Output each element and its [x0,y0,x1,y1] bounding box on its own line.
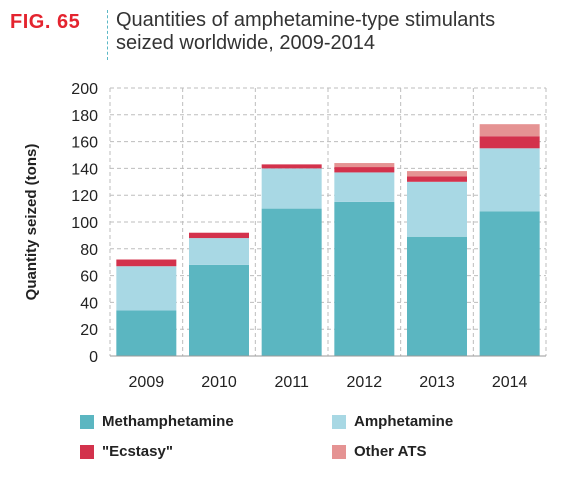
figure-title: Quantities of amphetamine-type stimulant… [116,9,496,54]
bar-segment [261,164,322,169]
y-tick-label: 160 [71,135,98,152]
y-tick-label: 80 [80,242,98,259]
bar-segment [261,208,322,356]
bar-segment [334,163,395,168]
y-tick-label: 200 [71,81,98,98]
y-tick-label: 140 [71,161,98,178]
bar-segment [407,176,467,182]
legend-item-other-ats: Other ATS [332,443,427,460]
legend-label: Methamphetamine [102,413,234,430]
x-tick-label: 2013 [419,374,455,391]
bar-segment [116,266,177,311]
bar-segment [334,201,395,356]
legend-item-ecstasy: "Ecstasy" [80,443,173,460]
bar-segment [334,167,395,173]
y-axis-label: Quantity seized (tons) [23,144,40,301]
legend-swatch [80,444,94,459]
bars [116,124,540,356]
axes: 0 20 40 60 80 100 120 140 160 180 200 2009 2010 2011 2… [71,81,546,391]
bar-segment [189,238,249,265]
figure-header: FIG. 65 Quantities of amphetamine-type s… [10,6,555,66]
bar-segment [479,211,540,356]
bar-segment [189,232,249,239]
bar-segment [116,310,177,356]
legend-item-amphetamine: Amphetamine [332,413,453,430]
grid [109,87,547,356]
bar-segment [261,168,322,209]
stacked-bar-chart: 0 20 40 60 80 100 120 140 160 180 200 2009 2010 2011 2… [23,81,547,391]
x-tick-label: 2011 [274,374,309,391]
bar-segment [479,148,540,212]
y-tick-label: 180 [71,108,98,125]
bar-segment [334,172,395,202]
legend-swatch [332,414,346,429]
x-tick-label: 2009 [129,374,165,391]
bar-segment [407,236,467,356]
legend-label: Amphetamine [354,413,454,430]
bar-segment [479,124,540,137]
x-tick-label: 2010 [201,374,237,391]
legend-swatch [332,444,346,459]
legend-swatch [80,414,94,429]
y-tick-label: 20 [80,322,98,339]
bar-segment [116,259,177,267]
y-tick-label: 40 [80,295,98,312]
y-tick-label: 0 [89,349,98,366]
y-tick-label: 60 [80,269,98,286]
figure-label: FIG. 65 [10,11,81,33]
y-tick-label: 100 [71,215,98,232]
title-divider [107,10,108,60]
bar-segment [407,171,467,177]
legend-label: Other ATS [354,443,427,460]
legend-label: "Ecstasy" [102,443,173,460]
y-tick-label: 120 [71,188,98,205]
bar-segment [407,181,467,237]
x-tick-label: 2012 [347,374,383,391]
bar-segment [479,136,540,149]
x-tick-label: 2014 [492,374,528,391]
legend-item-methamphetamine: Methamphetamine [80,413,234,430]
bar-segment [189,264,249,356]
